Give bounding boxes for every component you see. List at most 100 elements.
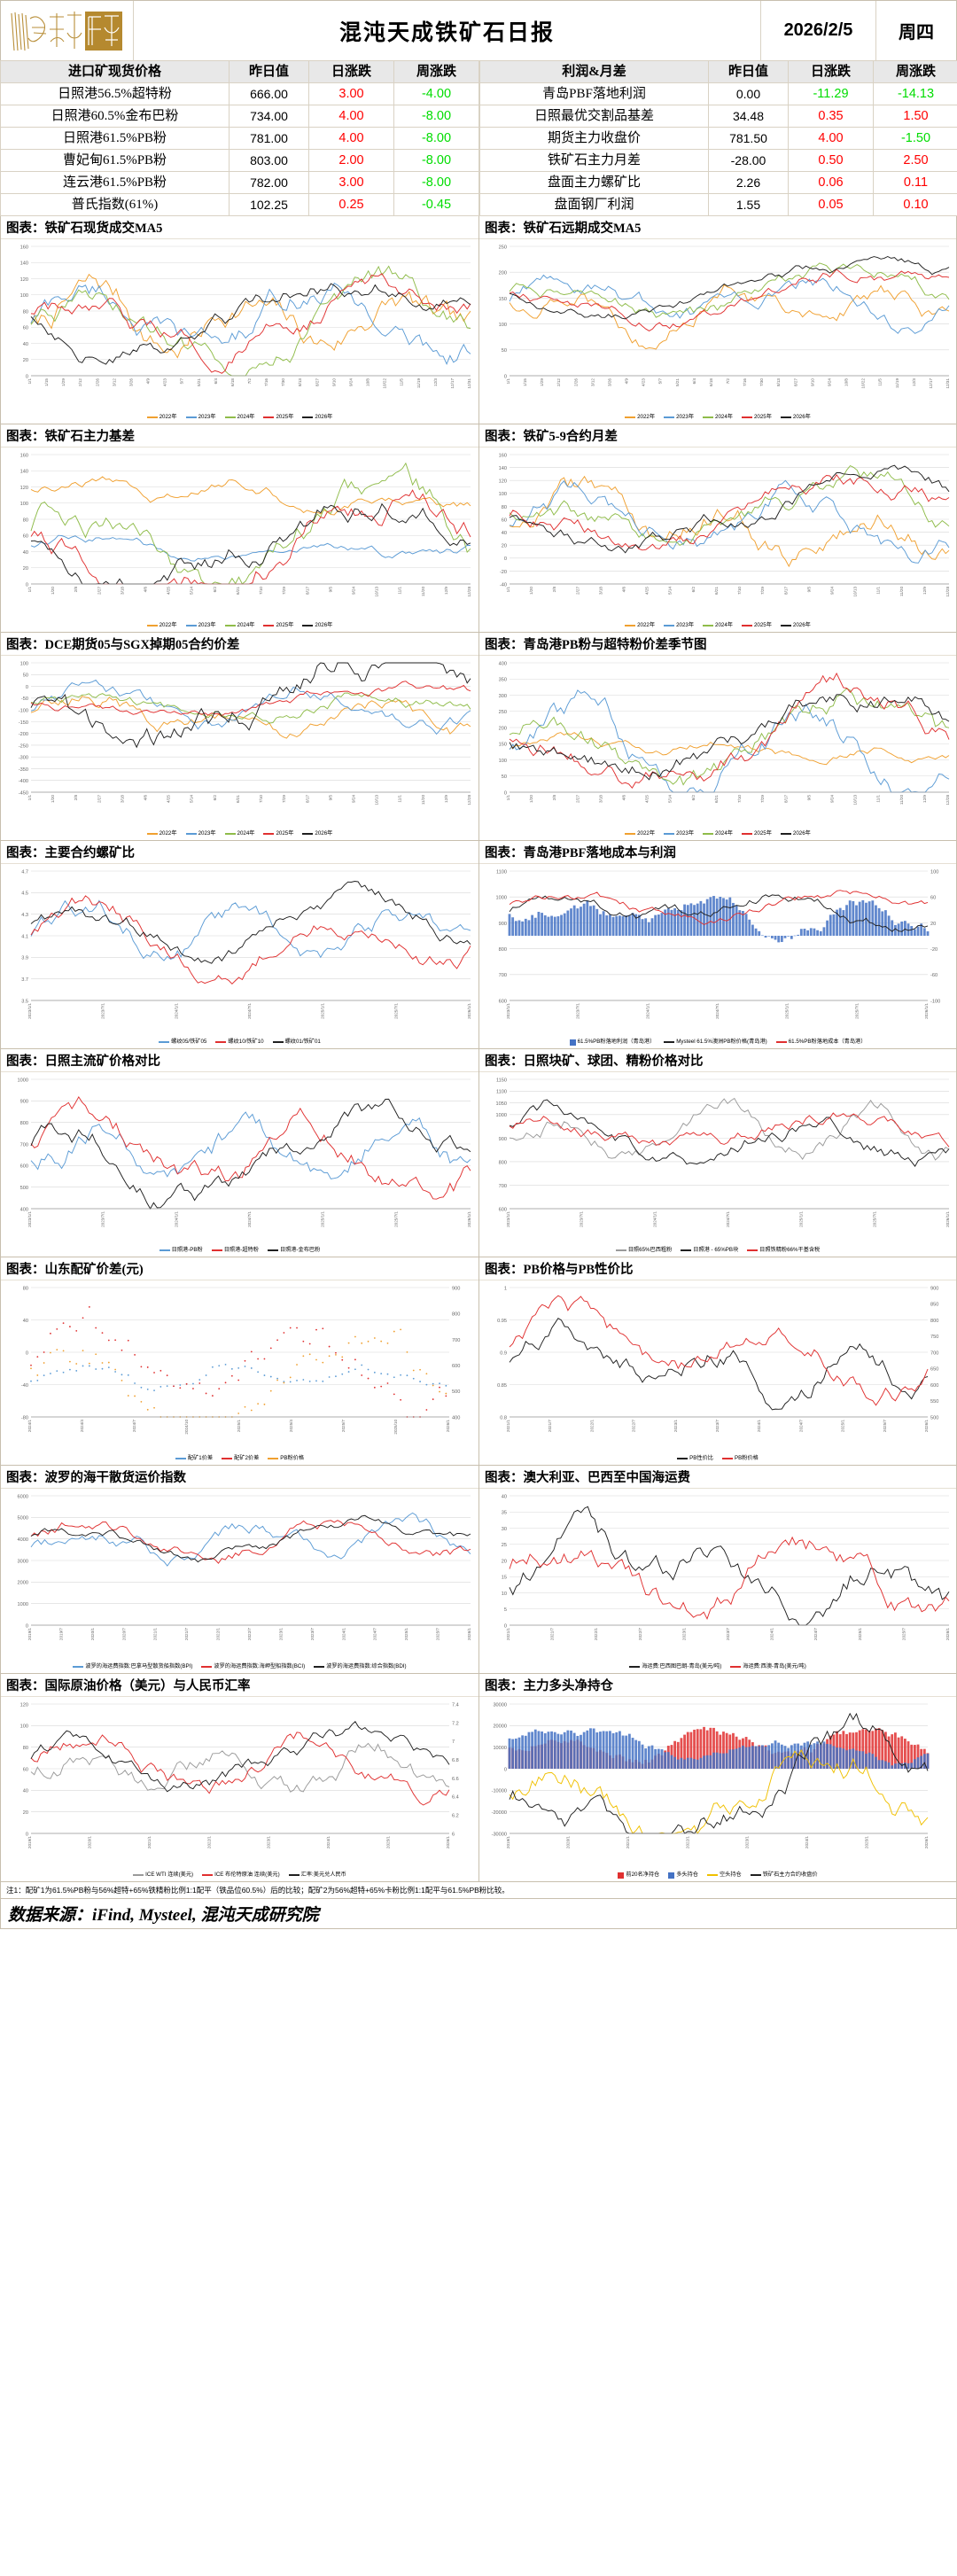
svg-text:6.4: 6.4 <box>452 1795 459 1801</box>
svg-text:2023/7/1: 2023/7/1 <box>101 1211 105 1227</box>
row-daily-change: 0.25 <box>308 193 394 216</box>
svg-text:2025/1: 2025/1 <box>841 1420 845 1432</box>
chart-bar <box>625 1735 628 1769</box>
chart-bar <box>926 931 930 936</box>
svg-text:2000: 2000 <box>18 1581 28 1586</box>
svg-text:200: 200 <box>499 726 507 731</box>
chart-bar <box>906 923 910 936</box>
chart-bar <box>871 900 875 936</box>
chart-bar <box>576 1735 580 1769</box>
chart-point <box>250 1409 253 1412</box>
svg-text:2024/1: 2024/1 <box>341 1628 346 1640</box>
svg-text:2021/1: 2021/1 <box>506 1628 510 1640</box>
chart-bar <box>891 920 894 936</box>
chart-bar <box>783 1746 787 1769</box>
chart-plot-area: -80 -40 0 40 80 400 500 600 700 800 900 2024/1 2024/… <box>1 1280 478 1454</box>
profit-spread-table: 利润&月差 昨日值 日涨跌 周涨跌 青岛PBF落地利润 0.00 -11.29 -14… <box>479 60 957 216</box>
table-row: 铁矿石主力月差 -28.00 0.50 2.50 <box>479 149 957 172</box>
svg-text:3/26: 3/26 <box>128 378 133 386</box>
legend-swatch <box>302 833 314 835</box>
chart-bar <box>686 905 689 936</box>
row-weekly-change: -8.00 <box>393 171 479 194</box>
svg-text:2019/7: 2019/7 <box>58 1628 63 1640</box>
chart-point <box>101 1367 104 1370</box>
chart-bar <box>521 921 525 936</box>
chart-bar <box>599 1732 602 1769</box>
chart-bar <box>572 905 576 936</box>
row-label: 普氏指数(61%) <box>0 193 230 216</box>
page-title: 混沌天成铁矿石日报 <box>338 20 555 45</box>
chart-bar <box>537 1731 541 1769</box>
chart-bar <box>797 934 800 936</box>
chart-series-line <box>509 1099 950 1167</box>
legend-label: 波罗的海运费指数:海岬型船指数(BCI) <box>214 1663 306 1669</box>
chart-bar <box>894 924 897 936</box>
chart-bar <box>696 1729 699 1769</box>
chart-series-line <box>509 1097 950 1161</box>
chart-point <box>127 1395 129 1397</box>
chart-bar <box>511 917 515 936</box>
chart-svg: 0 20 40 60 80 100 120 140 160 1/1 1/15 1/29 2/12 2/26… <box>20 245 471 388</box>
chart-svg: 400 500 600 700 800 900 1000 2023/1/1 2023/7/1 20… <box>18 1078 471 1227</box>
svg-text:2023/1/1: 2023/1/1 <box>506 1003 510 1019</box>
svg-text:4.5: 4.5 <box>21 891 28 897</box>
chart-caption: 图表：日照块矿、球团、精粉价格对比 <box>479 1049 956 1072</box>
chart-bar <box>809 1744 813 1769</box>
svg-text:2024/1/1: 2024/1/1 <box>174 1211 178 1227</box>
row-value: 781.00 <box>229 127 309 150</box>
chart-point <box>101 1332 104 1334</box>
svg-text:900: 900 <box>452 1286 460 1291</box>
chart-bar <box>508 914 511 936</box>
legend-swatch <box>224 625 236 626</box>
chart-cell: 图表：铁矿5-9合约月差 -40 -20 0 20 40 60 80 100 120 140 160 1… <box>478 424 957 633</box>
table-row: 曹妃甸61.5%PB粉 803.00 2.00 -8.00 <box>0 149 479 172</box>
chart-series-line <box>30 662 471 749</box>
svg-text:2023/1/1: 2023/1/1 <box>27 1211 32 1227</box>
chart-bar <box>903 921 906 936</box>
chart-bar <box>615 1732 619 1769</box>
svg-text:800: 800 <box>499 947 507 953</box>
chart-series-line <box>30 273 471 374</box>
svg-text:5/14: 5/14 <box>190 795 194 803</box>
svg-text:-20000: -20000 <box>492 1810 507 1816</box>
chart-point <box>386 1342 389 1344</box>
svg-text:800: 800 <box>452 1312 460 1318</box>
svg-text:7.2: 7.2 <box>452 1721 459 1726</box>
chart-series-line <box>509 1317 929 1411</box>
chart-point <box>315 1358 317 1361</box>
svg-text:7/16: 7/16 <box>264 378 268 386</box>
svg-text:-30000: -30000 <box>492 1832 507 1837</box>
col-header-daily: 日涨跌 <box>788 60 874 83</box>
svg-text:0: 0 <box>504 1623 507 1629</box>
legend-item: 2024年 <box>224 830 254 837</box>
svg-text:12/28: 12/28 <box>467 587 471 597</box>
chart-point <box>257 1358 260 1360</box>
chart-bar <box>531 914 534 936</box>
legend-swatch <box>569 1039 576 1046</box>
svg-text:2025/1/1: 2025/1/1 <box>321 1003 325 1019</box>
chart-bar <box>654 914 657 936</box>
svg-text:35: 35 <box>502 1511 507 1516</box>
svg-text:11/1: 11/1 <box>398 587 402 595</box>
chart-bar <box>738 1747 742 1769</box>
chart-bar <box>712 896 715 936</box>
svg-text:-100: -100 <box>19 708 28 713</box>
svg-text:4/25: 4/25 <box>645 587 650 595</box>
svg-text:800: 800 <box>930 1319 938 1324</box>
svg-text:2025/1: 2025/1 <box>237 1420 241 1432</box>
chart-bar <box>533 1729 537 1769</box>
chart-bar <box>660 913 664 936</box>
chart-bar <box>722 1753 725 1769</box>
chart-point <box>296 1364 298 1366</box>
chart-bar <box>884 1732 887 1769</box>
svg-text:1/15: 1/15 <box>523 378 527 386</box>
chart-bar <box>605 914 609 936</box>
chart-bar <box>725 1753 728 1769</box>
svg-text:0: 0 <box>504 1767 507 1772</box>
legend-label: 2022年 <box>637 830 656 837</box>
svg-text:2024/7: 2024/7 <box>813 1628 818 1640</box>
data-source: 数据来源：iFind, Mysteel, 混沌天成研究院 <box>0 1899 957 1929</box>
chart-series-line <box>30 489 471 585</box>
svg-text:0: 0 <box>504 790 507 796</box>
legend-label: ICE WTI 连续(美元) <box>145 1872 194 1878</box>
